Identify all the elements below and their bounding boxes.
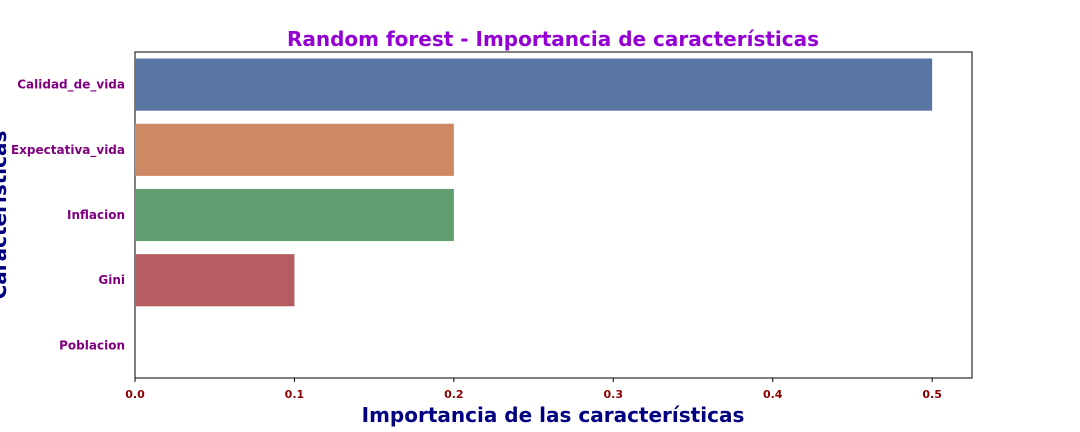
y-tick-label: Gini (98, 273, 125, 287)
chart-title: Random forest - Importancia de caracterí… (287, 27, 819, 51)
x-tick-label: 0.1 (285, 388, 305, 401)
y-axis-label: Características (0, 131, 11, 300)
x-tick-label: 0.0 (125, 388, 145, 401)
bar-expectativa-vida (135, 123, 454, 176)
x-tick-label: 0.2 (444, 388, 464, 401)
bar-calidad-de-vida (135, 58, 933, 111)
y-tick-label: Poblacion (59, 338, 125, 352)
bar-gini (135, 254, 295, 307)
x-tick-label: 0.5 (922, 388, 942, 401)
x-tick-label: 0.3 (604, 388, 624, 401)
y-tick-label: Inflacion (67, 208, 125, 222)
y-tick-label: Expectativa_vida (11, 143, 125, 158)
bars-layer (135, 58, 933, 307)
bar-inflacion (135, 188, 454, 242)
x-tick-label: 0.4 (763, 388, 783, 401)
y-tick-labels: Calidad_de_vida Expectativa_vida Inflacion… (11, 78, 125, 353)
x-tick-labels: 0.0 0.1 0.2 0.3 0.4 0.5 (125, 378, 942, 401)
y-tick-label: Calidad_de_vida (17, 78, 125, 93)
x-axis-label: Importancia de las características (362, 403, 745, 427)
